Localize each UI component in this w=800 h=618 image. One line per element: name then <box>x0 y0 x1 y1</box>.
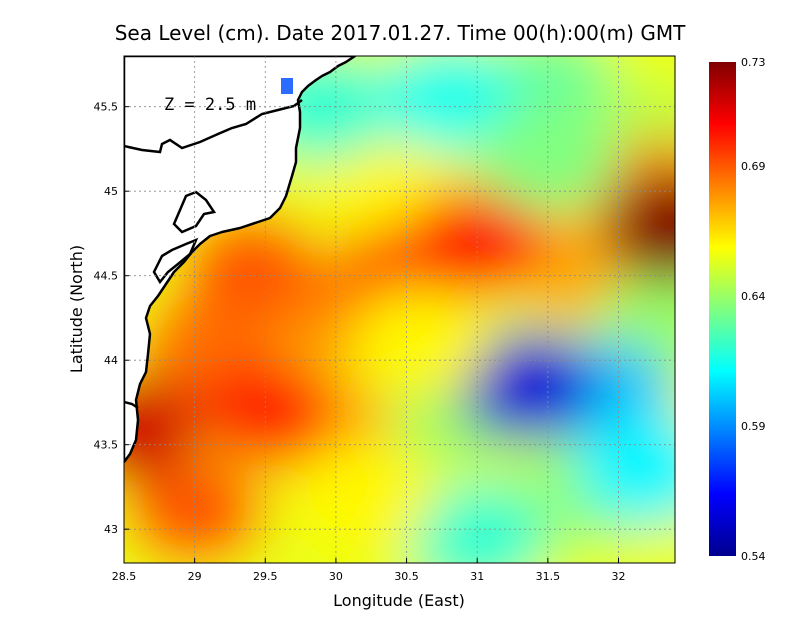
field-blob <box>605 173 675 284</box>
field-blob <box>195 355 336 466</box>
field-blob <box>124 457 265 563</box>
colorbar-tick-label: 0.59 <box>741 420 766 433</box>
y-tick-label: 44.5 <box>94 270 119 283</box>
x-tick-labels: 28.5 29 29.5 30 30.5 31 31.5 32 <box>112 558 625 583</box>
grid-lines <box>124 56 675 563</box>
map-title: Sea Level (cm). Date 2017.01.27. Time 00… <box>115 21 686 45</box>
colorbar <box>709 62 736 556</box>
field-blob <box>378 56 519 154</box>
land-mass <box>124 56 357 464</box>
field-blob <box>181 212 322 323</box>
field-blob <box>294 440 435 551</box>
field-blob <box>124 372 202 483</box>
y-tick-label: 44 <box>104 354 118 367</box>
x-tick-label: 31.5 <box>536 570 561 583</box>
y-tick-label: 45 <box>104 185 118 198</box>
field-blob <box>456 330 597 441</box>
estuary-outline <box>124 99 303 154</box>
y-tick-labels: 43 43.5 44 44.5 45 45.5 <box>94 101 129 536</box>
x-tick-label: 32 <box>611 570 625 583</box>
dnieper-inlet <box>281 78 293 94</box>
x-tick-label: 30 <box>329 570 343 583</box>
colorbar-tick-label: 0.69 <box>741 160 766 173</box>
x-tick-label: 29.5 <box>253 570 278 583</box>
y-tick-label: 43 <box>104 523 118 536</box>
x-tick-label: 28.5 <box>112 570 137 583</box>
x-axis-label: Longitude (East) <box>333 591 465 610</box>
depth-label: Z = 2.5 m <box>164 95 256 115</box>
colorbar-tick-labels: 0.73 0.69 0.64 0.59 0.54 <box>741 56 766 563</box>
y-tick-label: 45.5 <box>94 101 119 114</box>
y-axis-label: Latitude (North) <box>67 245 86 373</box>
sea-level-field <box>124 56 675 563</box>
x-tick-label: 31 <box>470 570 484 583</box>
y-tick-label: 43.5 <box>94 439 119 452</box>
x-tick-label: 30.5 <box>394 570 419 583</box>
colorbar-tick-label: 0.73 <box>741 56 766 69</box>
field-blob <box>576 415 675 526</box>
river-outline <box>124 400 139 410</box>
x-tick-label: 29 <box>188 570 202 583</box>
plot-frame <box>123 55 676 564</box>
lagoon-outline-2 <box>152 237 199 285</box>
field-blob <box>350 288 491 399</box>
colorbar-tick-label: 0.54 <box>741 550 766 563</box>
colorbar-tick-label: 0.64 <box>741 290 766 303</box>
lagoon-outline <box>172 190 217 234</box>
